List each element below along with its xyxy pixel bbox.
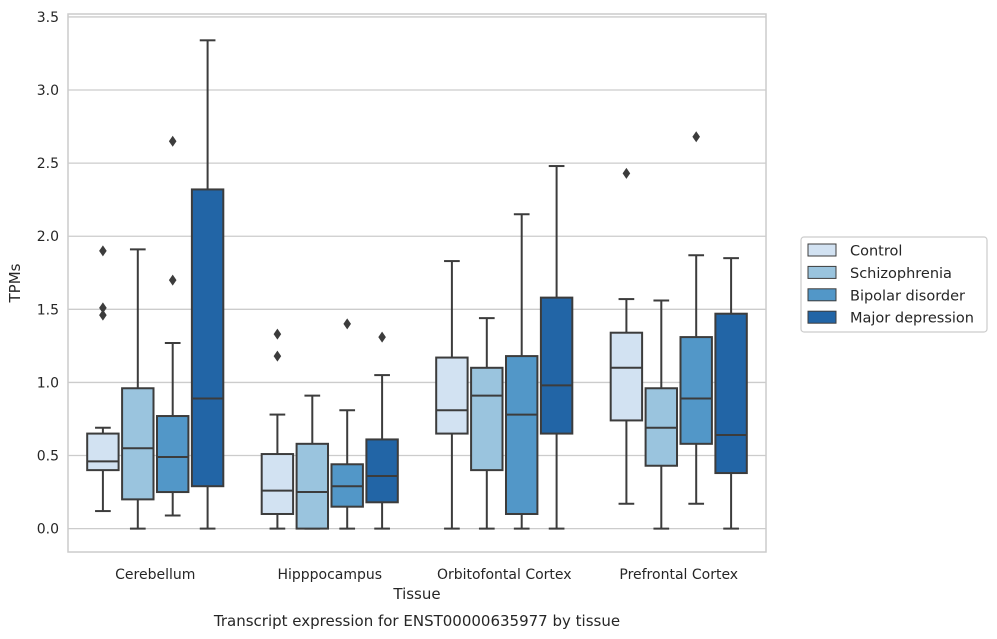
outlier-point — [378, 331, 386, 343]
box-bipolar-disorder — [155, 135, 190, 517]
x-tick-label: Orbitofontal Cortex — [437, 567, 572, 583]
x-tick-labels: Cerebellum Hipppocampus Orbitofontal Corte… — [115, 567, 738, 583]
box-schizophrenia — [644, 299, 679, 530]
box-schizophrenia — [121, 248, 155, 530]
legend-swatch — [807, 243, 837, 257]
x-tick-label: Cerebellum — [115, 567, 195, 583]
box-major-depression — [365, 331, 399, 530]
box-bipolar-disorder — [504, 213, 539, 530]
outlier-point — [168, 274, 177, 286]
chart-caption: Transcript expression for ENST0000063597… — [213, 612, 620, 630]
box-iqr — [260, 453, 295, 515]
y-tick-label: 1.5 — [37, 302, 59, 318]
y-tick-labels: 0.0 0.5 1.0 1.5 2.0 2.5 3.0 3.5 — [37, 10, 59, 538]
box-iqr — [121, 387, 155, 501]
box-iqr — [539, 296, 574, 435]
legend-swatch — [807, 310, 837, 324]
box-control — [86, 245, 120, 513]
legend-label: Schizophrenia — [850, 266, 952, 282]
box-bipolar-disorder — [330, 318, 364, 530]
outlier-point — [273, 350, 282, 362]
box-control — [260, 328, 295, 530]
outlier-point — [99, 245, 107, 257]
x-tick-label: Prefrontal Cortex — [619, 567, 738, 583]
box-iqr — [86, 432, 120, 472]
legend-label: Major depression — [850, 311, 974, 327]
x-tick-label: Hipppocampus — [277, 567, 382, 583]
outlier-point — [99, 309, 107, 321]
y-tick-label: 2.0 — [37, 229, 59, 245]
y-tick-label: 3.0 — [37, 83, 59, 99]
boxes — [86, 39, 748, 530]
box-iqr — [435, 356, 469, 435]
box-iqr — [609, 331, 644, 422]
outlier-point — [273, 328, 282, 340]
box-iqr — [295, 442, 330, 530]
y-tick-label: 0.0 — [37, 522, 59, 538]
y-tick-label: 1.0 — [37, 375, 59, 391]
box-major-depression — [714, 257, 748, 530]
box-bipolar-disorder — [679, 131, 713, 505]
box-major-depression — [190, 39, 225, 530]
x-axis-label: Tissue — [392, 585, 440, 603]
box-control — [609, 167, 644, 505]
box-iqr — [155, 415, 190, 494]
box-control — [435, 260, 469, 530]
legend-swatch — [807, 265, 837, 279]
plot-area-border — [67, 13, 767, 553]
outlier-point — [343, 318, 351, 330]
y-axis-label: TPMs — [6, 263, 24, 303]
box-schizophrenia — [470, 317, 504, 530]
outlier-point — [99, 302, 107, 314]
outlier-point — [168, 135, 177, 147]
box-iqr — [504, 355, 539, 515]
y-tick-label: 3.5 — [37, 10, 59, 26]
box-schizophrenia — [295, 394, 330, 530]
y-tick-label: 0.5 — [37, 449, 59, 465]
legend-label: Bipolar disorder — [850, 288, 965, 304]
box-iqr — [365, 438, 399, 504]
y-tick-label: 2.5 — [37, 156, 59, 172]
box-iqr — [470, 366, 504, 472]
outlier-point — [692, 131, 700, 143]
box-iqr — [679, 336, 713, 445]
box-iqr — [190, 188, 225, 488]
box-iqr — [714, 312, 748, 475]
legend-box — [800, 236, 988, 333]
box-major-depression — [539, 165, 574, 530]
outlier-point — [622, 167, 631, 179]
legend-label: Control — [850, 244, 902, 260]
plot-frame — [67, 13, 767, 553]
legend-swatch — [807, 288, 837, 302]
legend: Control Schizophrenia Bipolar disorder Majo… — [800, 236, 988, 333]
